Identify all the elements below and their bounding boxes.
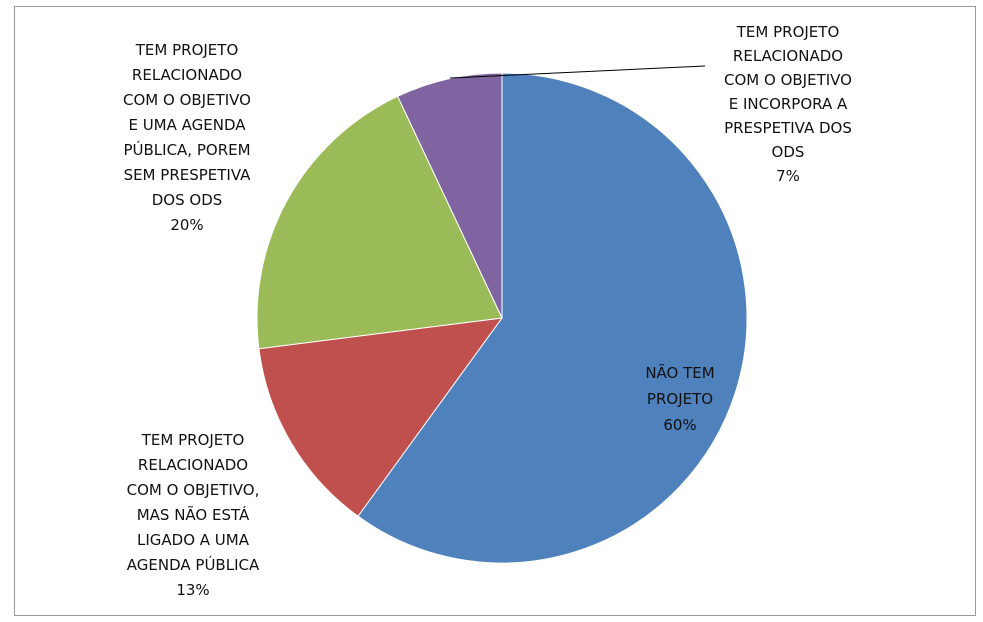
data-label-line: RELACIONADO bbox=[132, 66, 242, 84]
label-incorpora-ods: TEM PROJETO RELACIONADO COM O OBJETIVO E IN… bbox=[724, 23, 852, 185]
data-label-line: COM O OBJETIVO bbox=[724, 71, 852, 89]
data-label-line: PÚBLICA, POREM bbox=[123, 140, 250, 159]
slice-sem-agenda-publica bbox=[258, 317, 504, 517]
slice-nao-tem-projeto bbox=[357, 72, 748, 564]
data-label-line: 20% bbox=[170, 216, 203, 234]
data-label-line: PRESPETIVA DOS bbox=[724, 119, 852, 137]
data-label-line: SEM PRESPETIVA bbox=[124, 166, 252, 184]
data-label-line: TEM PROJETO bbox=[736, 23, 840, 41]
data-label-line: ODS bbox=[772, 143, 805, 161]
label-sem-prespetiva-ods: TEM PROJETO RELACIONADO COM O OBJETIVO E UM… bbox=[123, 41, 251, 234]
slice-incorpora-ods bbox=[397, 72, 503, 319]
label-sem-agenda-publica: TEM PROJETO RELACIONADO COM O OBJETIVO, MAS… bbox=[127, 431, 260, 599]
data-label-line: LIGADO A UMA bbox=[137, 531, 250, 549]
data-label-line: E INCORPORA A bbox=[729, 95, 848, 113]
data-label-line: E UMA AGENDA bbox=[128, 116, 246, 134]
data-label-line: PROJETO bbox=[647, 390, 713, 408]
data-label-line: RELACIONADO bbox=[733, 47, 843, 65]
data-label-line: TEM PROJETO bbox=[141, 431, 245, 449]
data-label-line: COM O OBJETIVO, bbox=[127, 481, 260, 499]
slice-sem-prespetiva-ods bbox=[256, 95, 503, 350]
data-label-line: 13% bbox=[176, 581, 209, 599]
data-label-line: DOS ODS bbox=[152, 191, 223, 209]
data-label-line: COM O OBJETIVO bbox=[123, 91, 251, 109]
data-label-line: NÃO TEM bbox=[645, 363, 714, 382]
data-label-line: AGENDA PÚBLICA bbox=[127, 555, 260, 574]
label-nao-tem-projeto: NÃO TEM PROJETO 60% bbox=[645, 363, 714, 434]
data-label-line: 7% bbox=[776, 167, 800, 185]
data-label-line: 60% bbox=[663, 416, 696, 434]
data-label-line: RELACIONADO bbox=[138, 456, 248, 474]
leader-line bbox=[449, 65, 706, 79]
data-label-line: MAS NÃO ESTÁ bbox=[137, 505, 250, 524]
data-label-line: TEM PROJETO bbox=[135, 41, 239, 59]
